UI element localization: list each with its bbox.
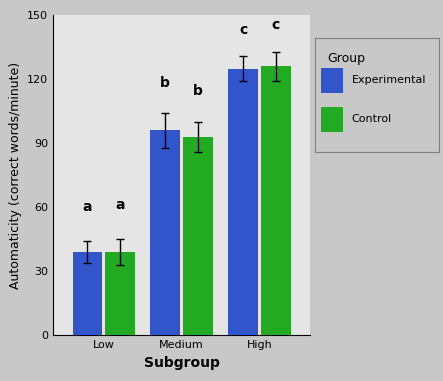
- Bar: [105, 252, 135, 335]
- Text: b: b: [160, 76, 170, 90]
- Bar: [321, 68, 343, 93]
- Text: Control: Control: [352, 114, 392, 124]
- Text: a: a: [115, 197, 125, 211]
- Text: a: a: [83, 200, 92, 214]
- Text: Group: Group: [327, 52, 365, 65]
- Text: Experimental: Experimental: [352, 75, 426, 85]
- Text: c: c: [239, 22, 247, 37]
- Y-axis label: Automaticity (correct words/minute): Automaticity (correct words/minute): [8, 62, 22, 289]
- Bar: [321, 107, 343, 132]
- Bar: [151, 130, 180, 335]
- Text: b: b: [193, 85, 203, 98]
- X-axis label: Subgroup: Subgroup: [144, 356, 220, 370]
- Bar: [228, 69, 258, 335]
- Bar: [261, 66, 291, 335]
- Bar: [73, 252, 102, 335]
- Bar: [183, 137, 213, 335]
- Text: c: c: [272, 18, 280, 32]
